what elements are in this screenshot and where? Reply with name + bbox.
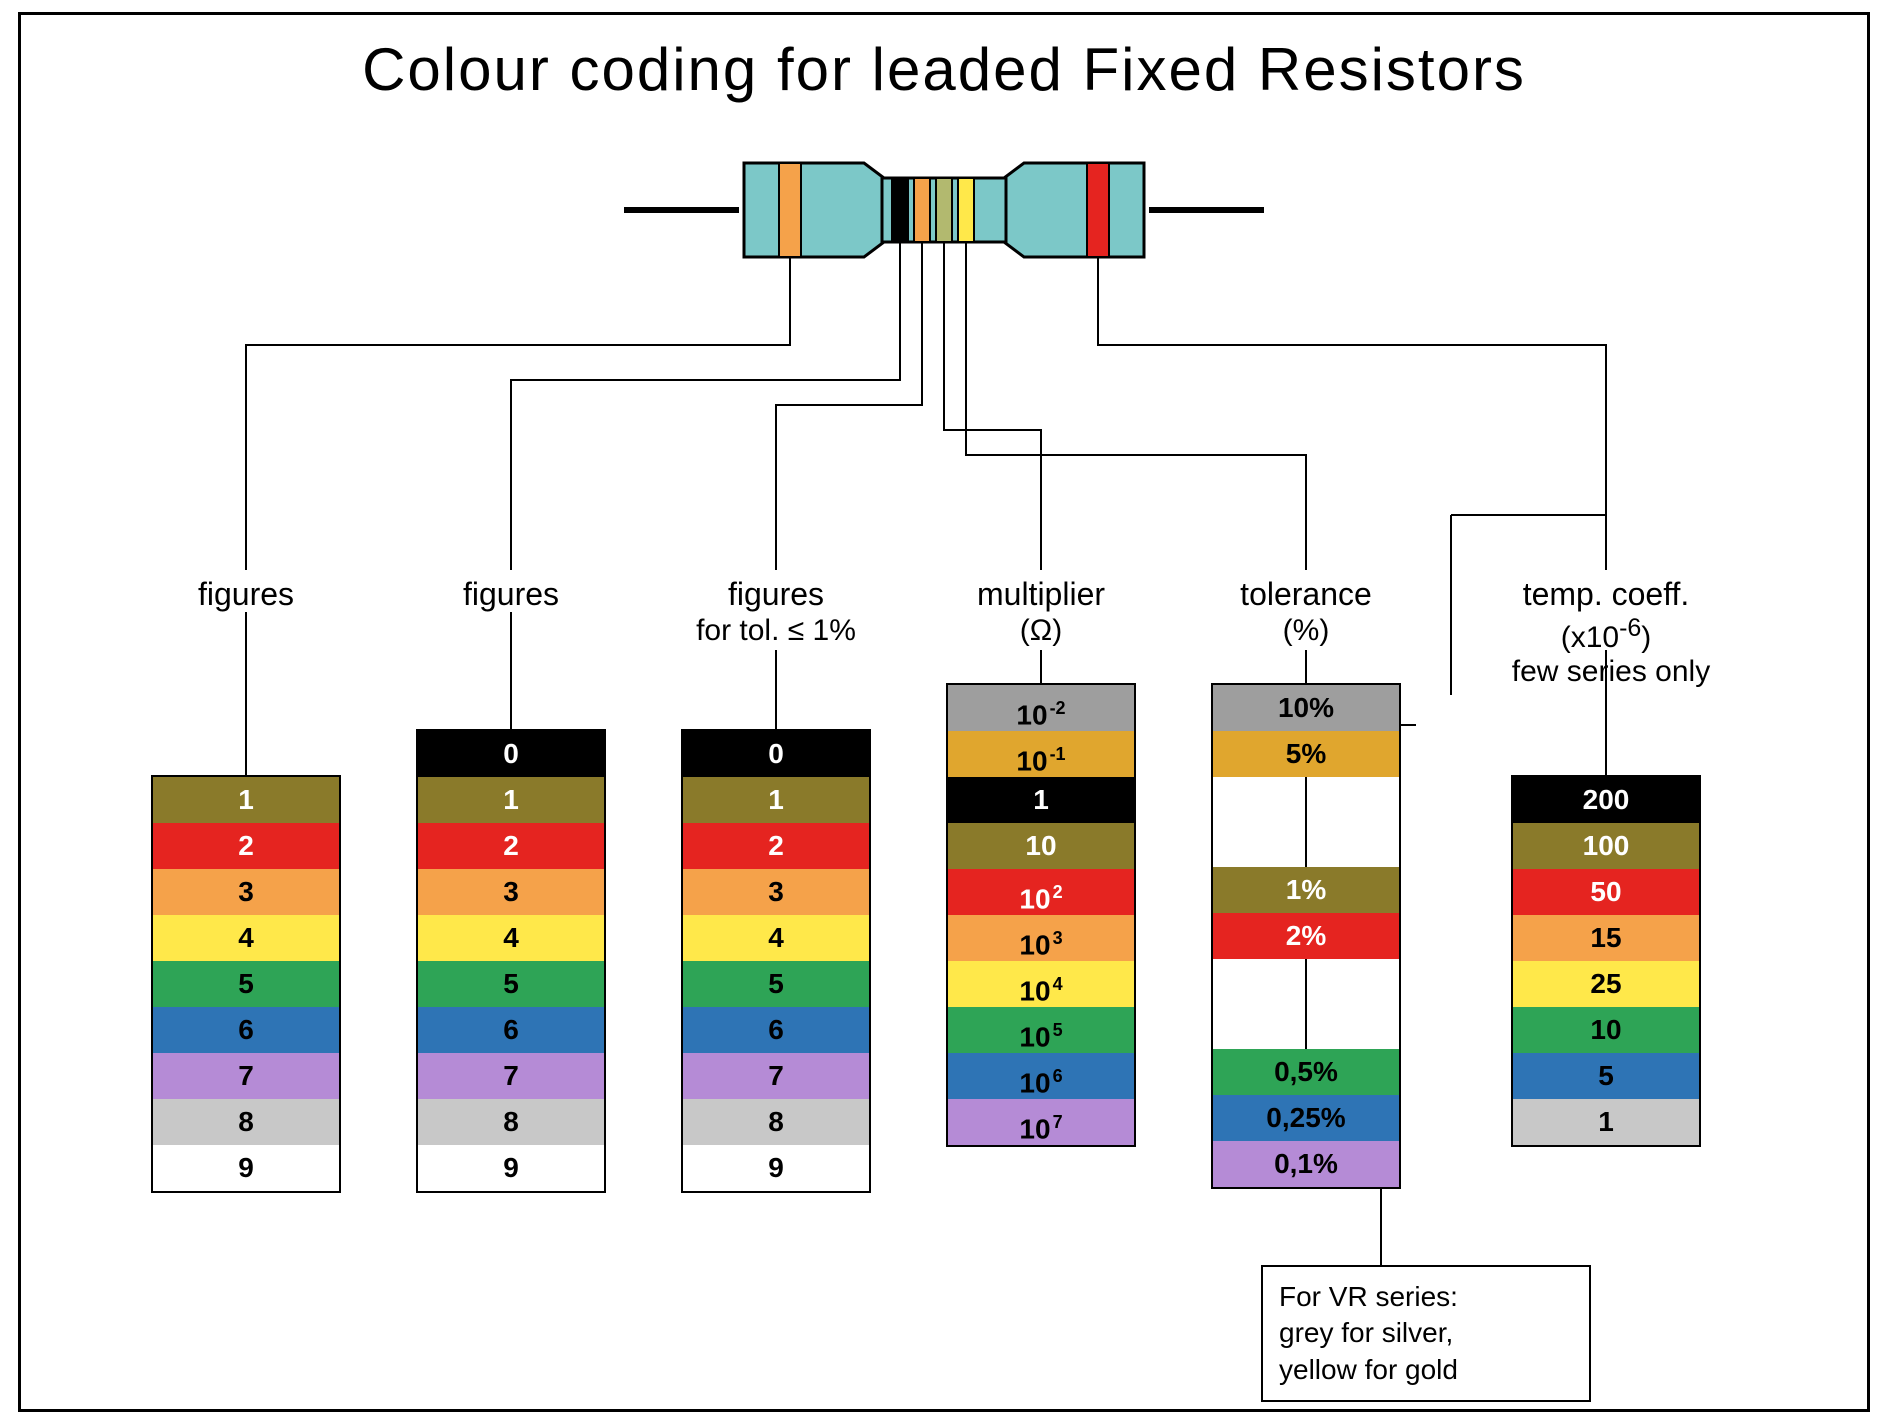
band-3 xyxy=(914,178,930,242)
column-header-fig3: figuresfor tol. ≤ 1% xyxy=(661,575,891,649)
column-header-mult: multiplier(Ω) xyxy=(926,575,1156,649)
code-row: 0,25% xyxy=(1213,1095,1399,1141)
code-row: 50 xyxy=(1513,869,1699,915)
code-row: 5% xyxy=(1213,731,1399,777)
code-row: 4 xyxy=(683,915,869,961)
code-row: 10 xyxy=(948,823,1134,869)
code-row: 1 xyxy=(153,777,339,823)
code-row: 0 xyxy=(418,731,604,777)
code-row: 1 xyxy=(1513,1099,1699,1145)
code-row: 7 xyxy=(683,1053,869,1099)
code-row: 9 xyxy=(683,1145,869,1191)
page-title: Colour coding for leaded Fixed Resistors xyxy=(21,35,1867,104)
code-row: 2% xyxy=(1213,913,1399,959)
code-row: 8 xyxy=(683,1099,869,1145)
code-row: 1 xyxy=(683,777,869,823)
tolerance-gap xyxy=(1213,959,1399,1049)
code-row: 3 xyxy=(153,869,339,915)
code-row: 4 xyxy=(153,915,339,961)
band-2 xyxy=(892,178,908,242)
code-row: 6 xyxy=(418,1007,604,1053)
band-5 xyxy=(958,178,974,242)
code-row: 104 xyxy=(948,961,1134,1007)
code-row: 2 xyxy=(153,823,339,869)
code-table-fig3: 0123456789 xyxy=(681,729,871,1193)
code-table-fig2: 0123456789 xyxy=(416,729,606,1193)
code-row: 8 xyxy=(153,1099,339,1145)
band-4 xyxy=(936,178,952,242)
code-row: 15 xyxy=(1513,915,1699,961)
few-series-note: few series only xyxy=(1481,655,1741,689)
code-row: 1 xyxy=(418,777,604,823)
code-row: 0,5% xyxy=(1213,1049,1399,1095)
code-row: 105 xyxy=(948,1007,1134,1053)
code-row: 0 xyxy=(683,731,869,777)
code-row: 5 xyxy=(418,961,604,1007)
code-row: 107 xyxy=(948,1099,1134,1145)
code-row: 6 xyxy=(683,1007,869,1053)
diagram-frame: Colour coding for leaded Fixed Resistors… xyxy=(18,12,1870,1412)
code-row: 5 xyxy=(1513,1053,1699,1099)
code-table-tcoef: 2001005015251051 xyxy=(1511,775,1701,1147)
code-table-fig1: 123456789 xyxy=(151,775,341,1193)
code-row: 6 xyxy=(153,1007,339,1053)
code-row: 200 xyxy=(1513,777,1699,823)
band-1 xyxy=(779,163,801,257)
code-table-tol: 10%5% 1%2% 0,5%0,25%0,1% xyxy=(1211,683,1401,1189)
code-row: 1 xyxy=(948,777,1134,823)
code-table-mult: 10-210-1110102103104105106107 xyxy=(946,683,1136,1147)
code-row: 7 xyxy=(153,1053,339,1099)
code-row: 102 xyxy=(948,869,1134,915)
code-row: 3 xyxy=(683,869,869,915)
tolerance-gap xyxy=(1213,777,1399,867)
code-row: 2 xyxy=(418,823,604,869)
resistor-illustration xyxy=(624,135,1264,285)
code-row: 9 xyxy=(418,1145,604,1191)
code-row: 100 xyxy=(1513,823,1699,869)
code-row: 9 xyxy=(153,1145,339,1191)
code-row: 10-1 xyxy=(948,731,1134,777)
code-row: 5 xyxy=(683,961,869,1007)
code-row: 10% xyxy=(1213,685,1399,731)
band-6 xyxy=(1087,163,1109,257)
code-row: 3 xyxy=(418,869,604,915)
code-row: 25 xyxy=(1513,961,1699,1007)
vr-series-note: For VR series:grey for silver,yellow for… xyxy=(1261,1265,1591,1402)
code-row: 4 xyxy=(418,915,604,961)
code-row: 5 xyxy=(153,961,339,1007)
code-row: 0,1% xyxy=(1213,1141,1399,1187)
column-header-tcoef: temp. coeff.(x10-6) xyxy=(1491,575,1721,656)
code-row: 10-2 xyxy=(948,685,1134,731)
code-row: 10 xyxy=(1513,1007,1699,1053)
column-header-fig2: figures xyxy=(396,575,626,613)
code-row: 2 xyxy=(683,823,869,869)
code-row: 1% xyxy=(1213,867,1399,913)
code-row: 106 xyxy=(948,1053,1134,1099)
column-header-tol: tolerance(%) xyxy=(1191,575,1421,649)
code-row: 7 xyxy=(418,1053,604,1099)
column-header-fig1: figures xyxy=(131,575,361,613)
code-row: 8 xyxy=(418,1099,604,1145)
code-row: 103 xyxy=(948,915,1134,961)
